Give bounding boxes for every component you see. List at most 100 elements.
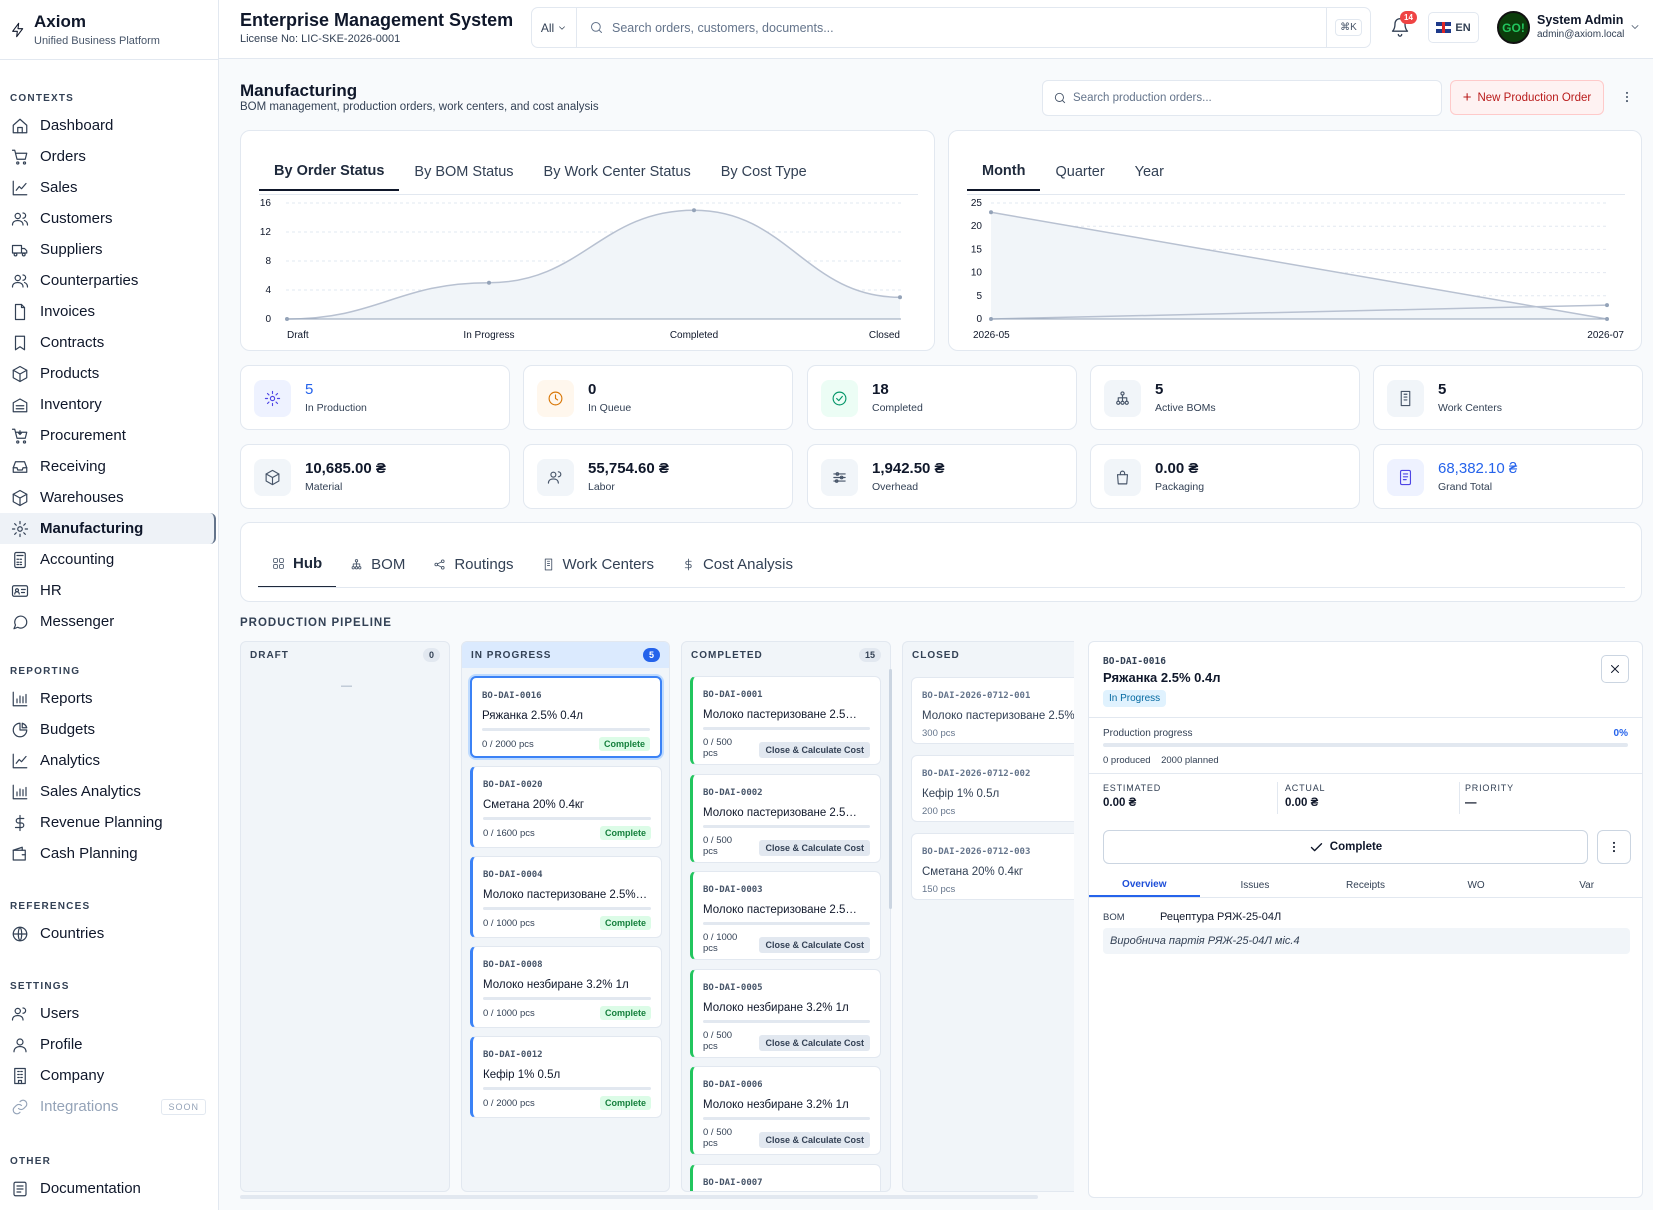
sidebar-item-company[interactable]: Company — [0, 1060, 216, 1091]
stat-card-material[interactable]: 10,685.00 ₴ Material — [240, 444, 510, 509]
sidebar-item-countries[interactable]: Countries — [0, 918, 216, 949]
sidebar-item-revenue-planning[interactable]: Revenue Planning — [0, 807, 216, 838]
tab-routings[interactable]: Routings — [419, 540, 527, 588]
stat-card-in-queue[interactable]: 0 In Queue — [523, 365, 793, 430]
complete-button[interactable]: Complete — [598, 737, 650, 751]
detail-tab-issues[interactable]: Issues — [1240, 880, 1270, 891]
tab-hub[interactable]: Hub — [258, 540, 337, 588]
closed-order-card[interactable]: BO-DAI-2026-0712-003 Сметана 20% 0.4кг 150… — [911, 833, 1074, 900]
closed-order-card[interactable]: BO-DAI-2026-0712-001 Молоко пастеризоване… — [911, 677, 1074, 744]
tab-bom[interactable]: BOM — [336, 540, 419, 588]
stat-card-overhead[interactable]: 1,942.50 ₴ Overhead — [807, 444, 1077, 509]
complete-button[interactable]: Complete — [599, 916, 651, 930]
sidebar-item-counterparties[interactable]: Counterparties — [0, 265, 216, 296]
order-quantity: 0 / 500 pcs — [703, 1029, 733, 1052]
production-order-card[interactable]: BO-DAI-0007 — [690, 1163, 881, 1191]
tab-cost-analysis[interactable]: Cost Analysis — [668, 540, 807, 588]
close-calculate-cost-button[interactable]: Close & Calculate Cost — [759, 839, 870, 856]
sidebar-item-inventory[interactable]: Inventory — [0, 389, 216, 420]
sidebar-item-sales-analytics[interactable]: Sales Analytics — [0, 776, 216, 807]
production-order-card[interactable]: BO-DAI-0002 Молоко пастеризоване 2.5… 0 / … — [690, 773, 881, 863]
sidebar-item-cash-planning[interactable]: Cash Planning — [0, 838, 216, 869]
stat-card-grand-total[interactable]: 68,382.10 ₴ Grand Total — [1373, 444, 1643, 509]
sidebar-item-contracts[interactable]: Contracts — [0, 327, 216, 358]
tab-month[interactable]: Month — [967, 153, 1041, 191]
sidebar-item-hr[interactable]: HR — [0, 575, 216, 606]
stat-card-labor[interactable]: 55,754.60 ₴ Labor — [523, 444, 793, 509]
production-order-card[interactable]: BO-DAI-0012 Кефір 1% 0.5л 0 / 2000 pcs Comp… — [470, 1036, 662, 1118]
sidebar-item-customers[interactable]: Customers — [0, 203, 216, 234]
sidebar-item-messenger[interactable]: Messenger — [0, 606, 216, 637]
stat-card-packaging[interactable]: 0.00 ₴ Packaging — [1090, 444, 1360, 509]
sidebar-item-analytics[interactable]: Analytics — [0, 745, 216, 776]
detail-tab-wo[interactable]: WO — [1467, 880, 1485, 891]
detail-tab-var[interactable]: Var — [1579, 880, 1595, 891]
more-actions-button[interactable] — [1597, 830, 1631, 864]
bom-value[interactable]: Рецептура РЯЖ-25-04Л — [1160, 911, 1282, 923]
sidebar-item-orders[interactable]: Orders — [0, 141, 216, 172]
sidebar-item-budgets[interactable]: Budgets — [0, 714, 216, 745]
stat-card-completed[interactable]: 18 Completed — [807, 365, 1077, 430]
tab-work-centers[interactable]: Work Centers — [528, 540, 668, 588]
production-order-card[interactable]: BO-DAI-0005 Молоко незбиране 3.2% 1л 0 / 5… — [690, 968, 881, 1058]
production-order-card[interactable]: BO-DAI-0016 Ряжанка 2.5% 0.4л 0 / 2000 pcs… — [470, 676, 662, 758]
sidebar-item-products[interactable]: Products — [0, 358, 216, 389]
column-scrollbar[interactable] — [889, 669, 892, 909]
sidebar-item-documentation[interactable]: Documentation — [0, 1173, 216, 1204]
close-calculate-cost-button[interactable]: Close & Calculate Cost — [759, 1034, 870, 1051]
production-order-card[interactable]: BO-DAI-0004 Молоко пастеризоване 2.5%… 0 /… — [470, 856, 662, 938]
bell-icon[interactable] — [1390, 17, 1410, 37]
complete-button[interactable]: Complete — [599, 1006, 651, 1020]
tab-year[interactable]: Year — [1134, 164, 1164, 180]
sidebar-item-warehouses[interactable]: Warehouses — [0, 482, 216, 513]
sidebar-item-dashboard[interactable]: Dashboard — [0, 110, 216, 141]
close-calculate-cost-button[interactable]: Close & Calculate Cost — [759, 1132, 870, 1148]
detail-tab-receipts[interactable]: Receipts — [1346, 880, 1385, 891]
stat-card-in-production[interactable]: 5 In Production — [240, 365, 510, 430]
stat-card-active-boms[interactable]: 5 Active BOMs — [1090, 365, 1360, 430]
tab-quarter[interactable]: Quarter — [1055, 164, 1105, 180]
avatar[interactable]: GO! — [1497, 11, 1530, 44]
sidebar-item-manufacturing[interactable]: Manufacturing — [0, 513, 216, 544]
sidebar-item-accounting[interactable]: Accounting — [0, 544, 216, 575]
production-order-card[interactable]: BO-DAI-0008 Молоко незбиране 3.2% 1л 0 / 1… — [470, 946, 662, 1028]
sidebar-item-profile[interactable]: Profile — [0, 1029, 216, 1060]
close-calculate-cost-button[interactable]: Close & Calculate Cost — [759, 742, 870, 758]
production-order-card[interactable]: BO-DAI-0001 Молоко пастеризоване 2.5… 0 / … — [690, 676, 881, 765]
global-search-input[interactable]: Search orders, customers, documents... — [612, 20, 834, 35]
new-production-order-button[interactable]: + New Production Order — [1450, 80, 1604, 115]
production-order-card[interactable]: BO-DAI-0003 Молоко пастеризоване 2.5… 0 / … — [690, 871, 881, 960]
close-panel-button[interactable] — [1601, 655, 1629, 683]
global-search[interactable]: All Search orders, customers, documents.… — [531, 7, 1371, 48]
complete-order-button[interactable]: Complete — [1103, 830, 1588, 864]
complete-button[interactable]: Complete — [599, 826, 651, 840]
sidebar-item-suppliers[interactable]: Suppliers — [0, 234, 216, 265]
tab-by-order-status[interactable]: By Order Status — [259, 153, 400, 191]
complete-button[interactable]: Complete — [599, 1096, 651, 1110]
tab-by-bom-status[interactable]: By BOM Status — [414, 164, 514, 180]
production-order-card[interactable]: BO-DAI-0006 Молоко незбиране 3.2% 1л 0 / 5… — [690, 1066, 881, 1155]
production-order-search[interactable]: Search production orders... — [1042, 80, 1442, 116]
chevron-down-icon[interactable] — [1629, 21, 1641, 33]
more-vertical-icon[interactable] — [1620, 86, 1634, 108]
user-name[interactable]: System Admin — [1537, 13, 1624, 27]
close-calculate-cost-button[interactable]: Close & Calculate Cost — [759, 937, 870, 953]
sidebar-item-integrations[interactable]: Integrations SOON — [0, 1091, 216, 1122]
sidebar-item-sales[interactable]: Sales — [0, 172, 216, 203]
language-switcher[interactable]: EN — [1428, 12, 1479, 43]
pipeline-horizontal-scrollbar[interactable] — [240, 1195, 1038, 1199]
brand[interactable]: Axiom Unified Business Platform — [0, 0, 218, 60]
sidebar-item-procurement[interactable]: Procurement — [0, 420, 216, 451]
sidebar-item-reports[interactable]: Reports — [0, 683, 216, 714]
production-order-search-input[interactable]: Search production orders... — [1073, 92, 1212, 104]
production-order-card[interactable]: BO-DAI-0020 Сметана 20% 0.4кг 0 / 1600 pcs… — [470, 766, 662, 848]
sidebar-item-receiving[interactable]: Receiving — [0, 451, 216, 482]
tab-by-work-center-status[interactable]: By Work Center Status — [543, 164, 691, 180]
search-scope-select[interactable]: All — [532, 8, 577, 47]
sidebar-item-invoices[interactable]: Invoices — [0, 296, 216, 327]
closed-order-card[interactable]: BO-DAI-2026-0712-002 Кефір 1% 0.5л 200 pcs — [911, 755, 1074, 822]
detail-tab-overview[interactable]: Overview — [1089, 874, 1200, 897]
sidebar-item-users[interactable]: Users — [0, 998, 216, 1029]
tab-by-cost-type[interactable]: By Cost Type — [720, 164, 807, 180]
stat-card-work-centers[interactable]: 5 Work Centers — [1373, 365, 1643, 430]
